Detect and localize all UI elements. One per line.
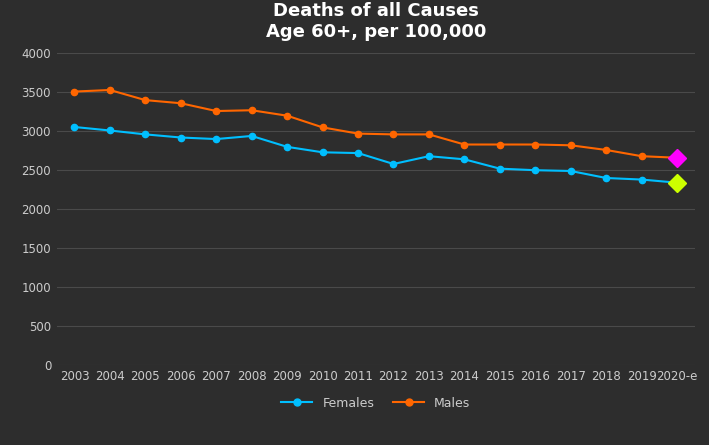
Title: Deaths of all Causes
Age 60+, per 100,000: Deaths of all Causes Age 60+, per 100,00… [266, 2, 486, 41]
Legend: Females, Males: Females, Males [276, 392, 476, 415]
